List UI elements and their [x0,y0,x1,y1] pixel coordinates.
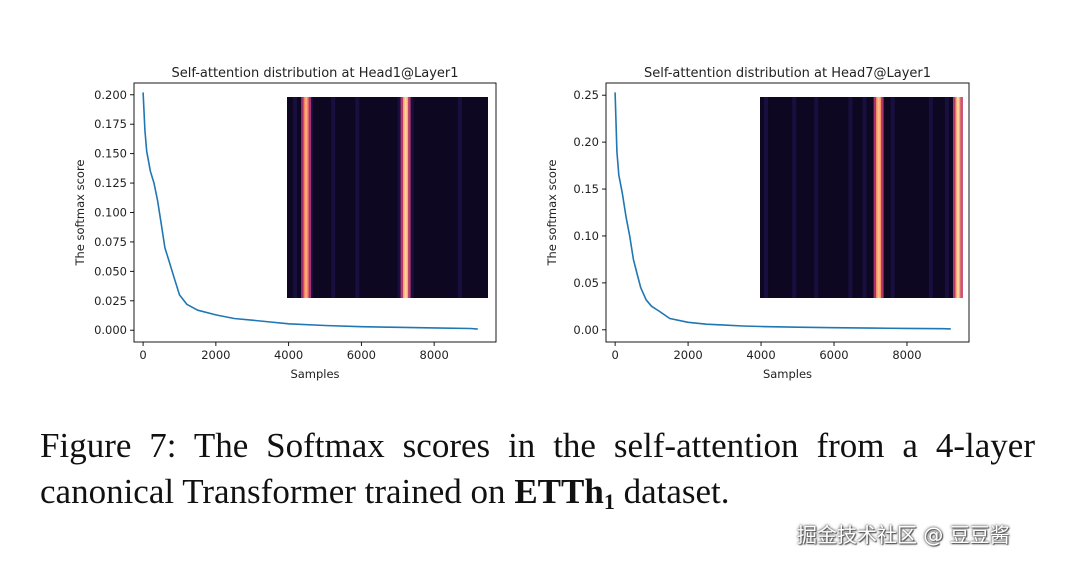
x-tick-label: 8000 [892,348,921,362]
heatmap-column-core-1 [877,97,880,298]
heatmap-faint-column-3 [814,97,819,298]
heatmap-faint-column-5 [862,97,867,298]
y-tick-label: 0.000 [94,323,127,337]
heatmap-faint-column-8 [944,97,949,298]
chart-2: Self-attention distribution at Head7@Lay… [545,66,970,381]
x-axis-label: Samples [290,367,339,381]
y-tick-label: 0.20 [573,135,599,149]
chart-1: Self-attention distribution at Head1@Lay… [73,66,497,381]
x-tick-label: 8000 [420,348,449,362]
heatmap-faint-column-1 [293,97,298,298]
attention-heatmap [760,97,963,298]
y-tick-label: 0.10 [573,229,599,243]
heatmap-faint-column-7 [457,97,462,298]
x-tick-label: 0 [139,348,146,362]
figure: Self-attention distribution at Head1@Lay… [73,66,970,381]
heatmap-column-core-2 [956,97,959,298]
series-line-1 [614,92,951,330]
x-tick-label: 4000 [274,348,303,362]
x-tick-label: 2000 [201,348,230,362]
caption-dataset-name: ETTh1 [514,472,615,514]
figure-caption: Figure 7: The Softmax scores in the self… [40,423,1035,515]
y-tick-label: 0.075 [94,235,127,249]
y-axis-label: The softmax score [73,159,87,266]
heatmap-column-core-1 [305,97,308,298]
chart-title: Self-attention distribution at Head1@Lay… [171,66,458,81]
heatmap-background [287,97,488,298]
attention-heatmap [287,97,488,298]
heatmap-faint-column-6 [890,97,895,298]
y-tick-label: 0.25 [573,88,599,102]
watermark: 掘金技术社区 @ 豆豆酱 [797,523,1010,547]
y-tick-label: 0.050 [94,264,127,278]
y-tick-label: 0.200 [94,88,127,102]
caption-text: Figure 7: The Softmax scores in the self… [40,426,1035,511]
y-axis-label: The softmax score [545,159,559,266]
caption-dataset-subscript: 1 [603,489,615,514]
series-line-1 [142,92,478,330]
heatmap-faint-column-5 [397,97,402,298]
heatmap-faint-column-4 [848,97,853,298]
heatmap-column-core-2 [404,97,407,298]
x-axis-label: Samples [763,367,812,381]
x-tick-label: 0 [611,348,618,362]
chart-title: Self-attention distribution at Head7@Lay… [644,66,931,81]
heatmap-faint-column-6 [409,97,414,298]
x-tick-label: 2000 [673,348,702,362]
heatmap-faint-column-7 [928,97,933,298]
heatmap-faint-column-3 [331,97,336,298]
heatmap-faint-column-1 [764,97,769,298]
x-tick-label: 6000 [347,348,376,362]
y-tick-label: 0.025 [94,294,127,308]
x-tick-label: 6000 [819,348,848,362]
y-tick-label: 0.00 [573,323,599,337]
x-tick-label: 4000 [746,348,775,362]
y-tick-label: 0.05 [573,276,599,290]
heatmap-faint-column-4 [355,97,360,298]
y-tick-label: 0.150 [94,147,127,161]
heatmap-faint-column-2 [792,97,797,298]
axes-frame [605,82,970,343]
heatmap-faint-column-2 [309,97,314,298]
y-tick-label: 0.15 [573,182,599,196]
y-tick-label: 0.100 [94,206,127,220]
y-tick-label: 0.175 [94,117,127,131]
y-tick-label: 0.125 [94,176,127,190]
caption-suffix: dataset. [614,472,730,511]
